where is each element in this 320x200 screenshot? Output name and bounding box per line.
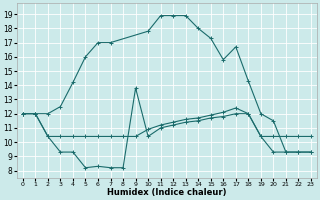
X-axis label: Humidex (Indice chaleur): Humidex (Indice chaleur) — [107, 188, 227, 197]
